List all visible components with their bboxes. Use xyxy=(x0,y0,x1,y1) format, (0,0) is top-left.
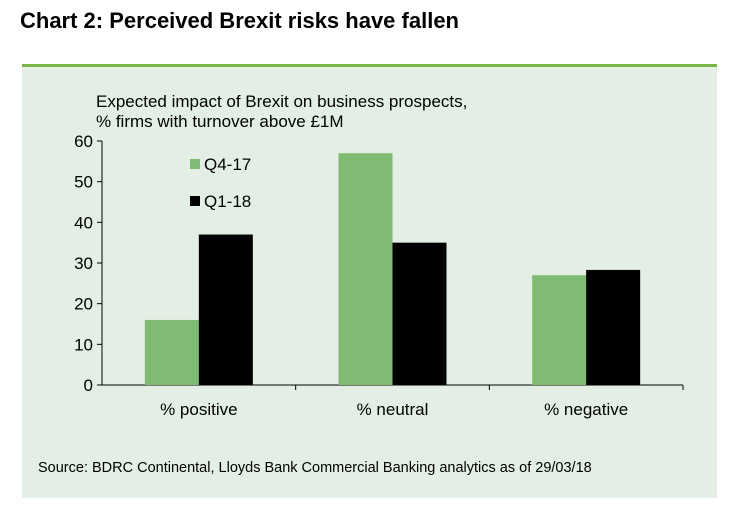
bar-q4-17-1 xyxy=(144,319,199,385)
chart-subtitle-line-1: Expected impact of Brexit on business pr… xyxy=(96,92,468,111)
bar-q1-18-1 xyxy=(198,234,253,385)
y-tick-label: 60 xyxy=(74,132,93,151)
x-category-label: % positive xyxy=(160,400,237,419)
legend-swatch-q1-18 xyxy=(190,196,200,206)
x-category-label: % negative xyxy=(544,400,628,419)
y-tick-label: 40 xyxy=(74,213,93,232)
bar-q1-18-3 xyxy=(586,269,641,385)
y-tick-label: 30 xyxy=(74,254,93,273)
chart-subtitle-line-2: % firms with turnover above £1M xyxy=(96,112,344,131)
legend-label-q4-17: Q4-17 xyxy=(204,155,251,174)
y-tick-label: 50 xyxy=(74,173,93,192)
chart-heading: Chart 2: Perceived Brexit risks have fal… xyxy=(20,8,459,33)
x-category-label: % neutral xyxy=(357,400,429,419)
chart-subtitle: Expected impact of Brexit on business pr… xyxy=(96,92,467,132)
legend-swatch-q4-17 xyxy=(190,159,200,169)
bar-q1-18-2 xyxy=(392,242,447,385)
bar-q4-17-3 xyxy=(532,275,587,385)
legend-label-q1-18: Q1-18 xyxy=(204,192,251,211)
source-note: Source: BDRC Continental, Lloyds Bank Co… xyxy=(38,460,592,476)
y-tick-label: 20 xyxy=(74,295,93,314)
bar-q4-17-2 xyxy=(338,153,393,385)
y-tick-label: 10 xyxy=(74,335,93,354)
y-tick-label: 0 xyxy=(84,376,93,395)
